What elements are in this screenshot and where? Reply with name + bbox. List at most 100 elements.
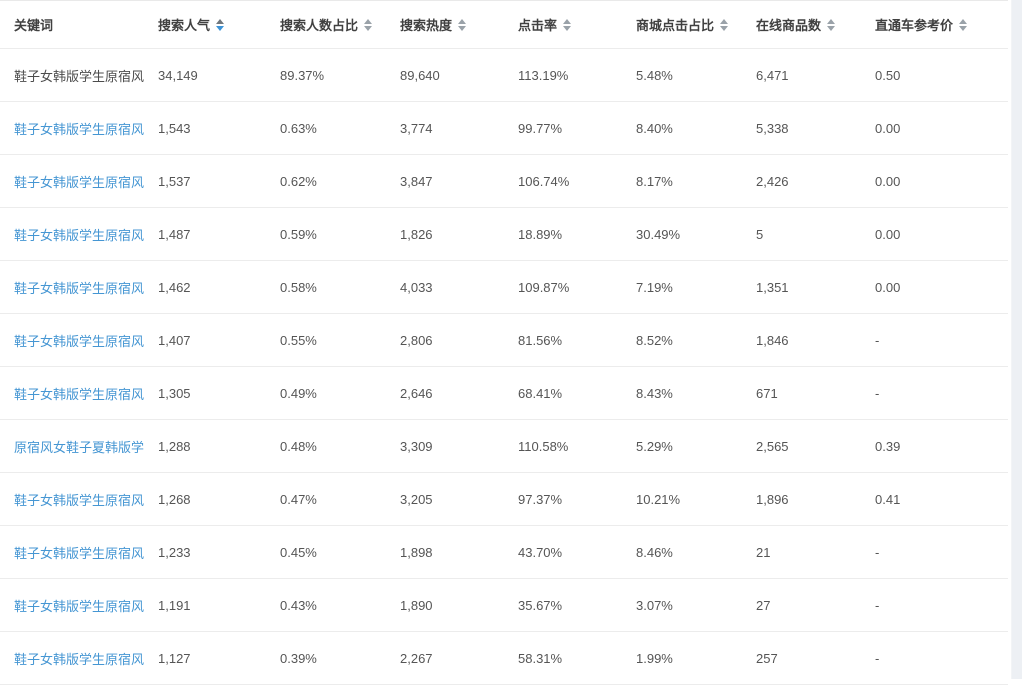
column-header-ztc-reference-price[interactable]: 直通车参考价 xyxy=(861,0,1008,49)
keyword-link[interactable]: 鞋子女韩版学生原宿风... xyxy=(14,492,144,508)
cell-ztc-reference-price: 0.50 xyxy=(861,48,1008,102)
keyword-link[interactable]: 原宿风女鞋子夏韩版学... xyxy=(14,439,144,455)
cell-click-rate: 106.74% xyxy=(504,154,622,208)
cell-ztc-reference-price: 0.41 xyxy=(861,472,1008,526)
cell-search-popularity: 1,191 xyxy=(144,578,266,632)
cell-search-heat: 2,646 xyxy=(386,366,504,420)
cell-ztc-reference-price: - xyxy=(861,525,1008,579)
keyword-link[interactable]: 鞋子女韩版学生原宿风... xyxy=(14,174,144,190)
sort-up-icon[interactable] xyxy=(364,19,373,24)
table-header: 关键词 搜索人气 搜索人数占比 搜索热度 点击率 商城点击占比 在线商品数 直通… xyxy=(0,0,1008,49)
column-header-label: 在线商品数 xyxy=(756,18,822,33)
sort-down-icon[interactable] xyxy=(458,26,467,31)
sort-up-icon[interactable] xyxy=(563,19,572,24)
column-header-mall-click-ratio[interactable]: 商城点击占比 xyxy=(622,0,742,49)
keyword-link[interactable]: 鞋子女韩版学生原宿风... xyxy=(14,545,144,561)
table-row: 鞋子女韩版学生原宿风... 34,149 89.37% 89,640 113.1… xyxy=(0,48,1008,102)
keyword-link[interactable]: 鞋子女韩版学生原宿风... xyxy=(14,227,144,243)
column-header-label: 搜索人数占比 xyxy=(280,18,359,33)
sort-down-icon[interactable] xyxy=(720,26,729,31)
cell-search-popularity: 1,305 xyxy=(144,366,266,420)
column-header-search-heat[interactable]: 搜索热度 xyxy=(386,0,504,49)
sort-up-icon[interactable] xyxy=(959,19,968,24)
cell-mall-click-ratio: 5.48% xyxy=(622,48,742,102)
column-header-search-popularity[interactable]: 搜索人气 xyxy=(144,0,266,49)
cell-click-rate: 109.87% xyxy=(504,260,622,314)
table-row: 鞋子女韩版学生原宿风... 1,305 0.49% 2,646 68.41% 8… xyxy=(0,366,1008,420)
sort-down-icon[interactable] xyxy=(827,26,836,31)
cell-searcher-ratio: 0.47% xyxy=(266,472,386,526)
column-header-searcher-ratio[interactable]: 搜索人数占比 xyxy=(266,0,386,49)
cell-mall-click-ratio: 3.07% xyxy=(622,578,742,632)
keyword-link[interactable]: 鞋子女韩版学生原宿风... xyxy=(14,651,144,667)
column-header-label: 关键词 xyxy=(14,18,54,33)
cell-online-items: 1,351 xyxy=(742,260,861,314)
table-row: 鞋子女韩版学生原宿风... 1,268 0.47% 3,205 97.37% 1… xyxy=(0,472,1008,526)
cell-search-heat: 1,826 xyxy=(386,207,504,261)
cell-ztc-reference-price: - xyxy=(861,313,1008,367)
cell-searcher-ratio: 0.59% xyxy=(266,207,386,261)
sort-down-icon[interactable] xyxy=(364,26,373,31)
cell-search-heat: 1,890 xyxy=(386,578,504,632)
cell-searcher-ratio: 0.49% xyxy=(266,366,386,420)
cell-search-popularity: 1,543 xyxy=(144,101,266,155)
cell-keyword: 鞋子女韩版学生原宿风... xyxy=(0,631,144,685)
table-header-row: 关键词 搜索人气 搜索人数占比 搜索热度 点击率 商城点击占比 在线商品数 直通… xyxy=(0,0,1008,49)
cell-search-popularity: 1,127 xyxy=(144,631,266,685)
sort-up-icon[interactable] xyxy=(827,19,836,24)
cell-mall-click-ratio: 7.19% xyxy=(622,260,742,314)
sort-icon[interactable] xyxy=(458,19,467,31)
sort-icon[interactable] xyxy=(720,19,729,31)
cell-keyword: 原宿风女鞋子夏韩版学... xyxy=(0,419,144,473)
keyword-link[interactable]: 鞋子女韩版学生原宿风... xyxy=(14,333,144,349)
column-header-click-rate[interactable]: 点击率 xyxy=(504,0,622,49)
cell-searcher-ratio: 0.62% xyxy=(266,154,386,208)
sort-icon[interactable] xyxy=(563,19,572,31)
cell-search-popularity: 1,487 xyxy=(144,207,266,261)
cell-ztc-reference-price: - xyxy=(861,578,1008,632)
cell-keyword: 鞋子女韩版学生原宿风... xyxy=(0,154,144,208)
cell-mall-click-ratio: 8.17% xyxy=(622,154,742,208)
sort-up-icon[interactable] xyxy=(720,19,729,24)
column-header-online-items[interactable]: 在线商品数 xyxy=(742,0,861,49)
cell-search-heat: 4,033 xyxy=(386,260,504,314)
keyword-link[interactable]: 鞋子女韩版学生原宿风... xyxy=(14,280,144,296)
cell-searcher-ratio: 0.63% xyxy=(266,101,386,155)
sort-up-icon[interactable] xyxy=(216,19,225,24)
cell-searcher-ratio: 0.48% xyxy=(266,419,386,473)
keyword-link[interactable]: 鞋子女韩版学生原宿风... xyxy=(14,121,144,137)
cell-keyword: 鞋子女韩版学生原宿风... xyxy=(0,48,144,102)
sort-icon[interactable] xyxy=(364,19,373,31)
sort-down-icon[interactable] xyxy=(563,26,572,31)
sort-icon[interactable] xyxy=(827,19,836,31)
scrollbar-gutter xyxy=(1011,0,1022,679)
cell-click-rate: 113.19% xyxy=(504,48,622,102)
cell-click-rate: 81.56% xyxy=(504,313,622,367)
keyword-link[interactable]: 鞋子女韩版学生原宿风... xyxy=(14,598,144,614)
cell-keyword: 鞋子女韩版学生原宿风... xyxy=(0,207,144,261)
column-header-label: 搜索人气 xyxy=(158,18,211,33)
table-row: 鞋子女韩版学生原宿风... 1,462 0.58% 4,033 109.87% … xyxy=(0,260,1008,314)
column-header-label: 点击率 xyxy=(518,18,558,33)
cell-search-popularity: 1,233 xyxy=(144,525,266,579)
sort-icon[interactable] xyxy=(959,19,968,31)
cell-searcher-ratio: 0.39% xyxy=(266,631,386,685)
cell-search-popularity: 1,288 xyxy=(144,419,266,473)
cell-click-rate: 68.41% xyxy=(504,366,622,420)
sort-icon[interactable] xyxy=(216,19,225,31)
keyword-link[interactable]: 鞋子女韩版学生原宿风... xyxy=(14,386,144,402)
cell-click-rate: 35.67% xyxy=(504,578,622,632)
cell-online-items: 21 xyxy=(742,525,861,579)
cell-click-rate: 97.37% xyxy=(504,472,622,526)
sort-down-icon[interactable] xyxy=(959,26,968,31)
sort-down-icon[interactable] xyxy=(216,26,225,31)
sort-up-icon[interactable] xyxy=(458,19,467,24)
cell-click-rate: 58.31% xyxy=(504,631,622,685)
cell-keyword: 鞋子女韩版学生原宿风... xyxy=(0,525,144,579)
cell-ztc-reference-price: - xyxy=(861,366,1008,420)
cell-searcher-ratio: 0.58% xyxy=(266,260,386,314)
cell-ztc-reference-price: - xyxy=(861,631,1008,685)
cell-searcher-ratio: 0.43% xyxy=(266,578,386,632)
cell-search-heat: 3,774 xyxy=(386,101,504,155)
